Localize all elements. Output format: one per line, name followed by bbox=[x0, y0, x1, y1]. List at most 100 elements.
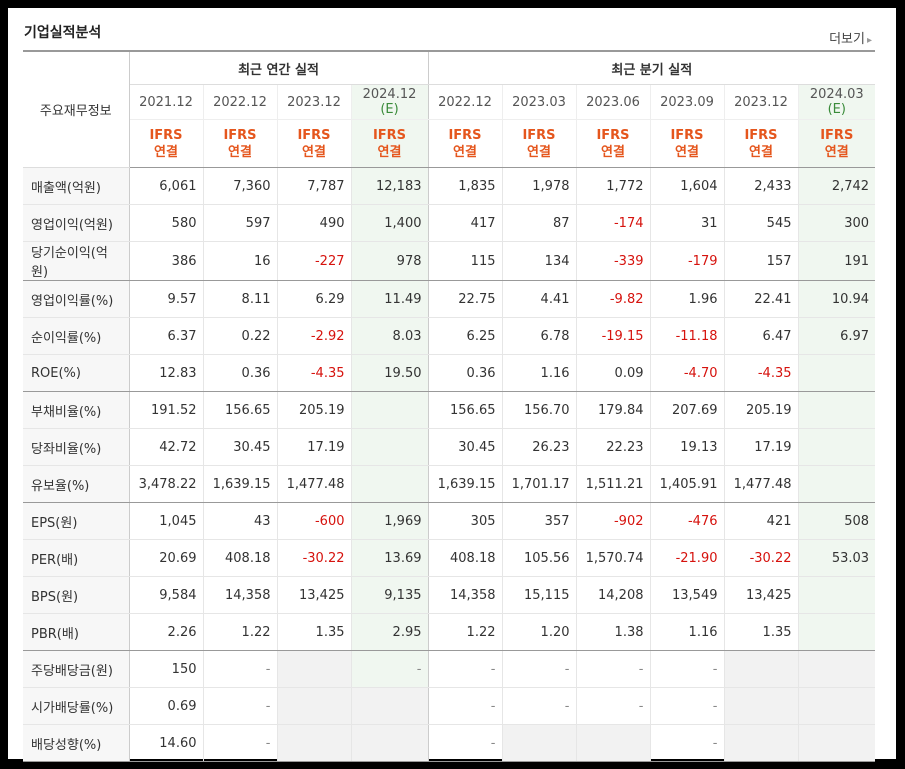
value-cell: 1,400 bbox=[350, 204, 429, 242]
row-label-header: 주요재무정보 bbox=[23, 50, 130, 168]
more-label[interactable]: 더보기 bbox=[829, 32, 865, 47]
value-cell: - bbox=[202, 687, 277, 725]
table-row: 유보율(%) 3,478.22 1,639.15 1,477.48 1,639.15 1,… bbox=[23, 465, 876, 503]
value-cell: 26.23 bbox=[501, 428, 576, 466]
value-cell: 2,433 bbox=[723, 167, 798, 205]
basis-header: IFRS 연결 bbox=[276, 119, 351, 168]
value-cell: 205.19 bbox=[723, 391, 798, 429]
basis-label: 연결 bbox=[824, 144, 849, 160]
table-row: 영업이익(억원) 580 597 490 1,400 417 87 -174 31 545 300 bbox=[23, 204, 876, 242]
value-cell: 7,360 bbox=[202, 167, 277, 205]
value-cell: - bbox=[649, 687, 724, 725]
financial-table: 주요재무정보 최근 연간 실적 최근 분기 실적 2021.12 2022.12 2… bbox=[23, 50, 876, 762]
value-cell: 156.65 bbox=[427, 391, 502, 429]
basis-label: 연결 bbox=[154, 144, 178, 160]
value-cell: 1,701.17 bbox=[501, 465, 576, 503]
value-cell: 150 bbox=[128, 650, 203, 688]
value-cell: 9,584 bbox=[128, 576, 203, 614]
value-cell bbox=[350, 687, 429, 725]
value-cell: 1.35 bbox=[723, 613, 798, 651]
row-label: ROE(%) bbox=[23, 354, 130, 392]
period-header: 2023.12 bbox=[723, 84, 798, 120]
value-cell: - bbox=[427, 650, 502, 688]
value-cell: 0.69 bbox=[128, 687, 203, 725]
value-cell: 6.25 bbox=[427, 317, 502, 355]
table-row: 당기순이익(억원) 386 16 -227 978 115 134 -339 -179 157 19… bbox=[23, 241, 876, 281]
value-cell: 3,478.22 bbox=[128, 465, 203, 503]
value-cell: - bbox=[427, 724, 502, 762]
row-label: 영업이익(억원) bbox=[23, 204, 130, 242]
basis-label: 연결 bbox=[302, 144, 326, 160]
table-row: PBR(배) 2.26 1.22 1.35 2.95 1.22 1.20 1.38 1.16 1.… bbox=[23, 613, 876, 651]
value-cell: 490 bbox=[276, 204, 351, 242]
value-cell: 22.23 bbox=[575, 428, 650, 466]
row-label: 당기순이익(억원) bbox=[23, 241, 130, 281]
value-cell: 508 bbox=[797, 502, 876, 540]
basis-header: IFRS 연결 bbox=[350, 119, 429, 168]
value-cell: -4.35 bbox=[276, 354, 351, 392]
value-cell: 22.41 bbox=[723, 280, 798, 318]
value-cell bbox=[797, 724, 876, 762]
table-row: 부채비율(%) 191.52 156.65 205.19 156.65 156.70 179… bbox=[23, 391, 876, 429]
value-cell bbox=[723, 724, 798, 762]
value-cell: 31 bbox=[649, 204, 724, 242]
value-cell: 14.60 bbox=[128, 724, 203, 762]
value-cell: 408.18 bbox=[427, 539, 502, 577]
value-cell: 6.37 bbox=[128, 317, 203, 355]
value-cell: -30.22 bbox=[276, 539, 351, 577]
value-cell: 156.65 bbox=[202, 391, 277, 429]
value-cell: 4.41 bbox=[501, 280, 576, 318]
value-cell: -4.35 bbox=[723, 354, 798, 392]
value-cell bbox=[575, 724, 650, 762]
value-cell: 156.70 bbox=[501, 391, 576, 429]
basis-label: 연결 bbox=[377, 144, 402, 160]
value-cell bbox=[797, 576, 876, 614]
value-cell: 0.36 bbox=[427, 354, 502, 392]
value-cell: 1,045 bbox=[128, 502, 203, 540]
value-cell bbox=[797, 613, 876, 651]
value-cell: 8.03 bbox=[350, 317, 429, 355]
value-cell: 87 bbox=[501, 204, 576, 242]
table-row: EPS(원) 1,045 43 -600 1,969 305 357 -902 -476 421 5… bbox=[23, 502, 876, 540]
value-cell: 207.69 bbox=[649, 391, 724, 429]
row-label: PER(배) bbox=[23, 539, 130, 577]
value-cell: 0.09 bbox=[575, 354, 650, 392]
period-header: 2023.09 bbox=[649, 84, 724, 120]
value-cell: 53.03 bbox=[797, 539, 876, 577]
table-row: 시가배당률(%) 0.69- - - - - bbox=[23, 687, 876, 725]
value-cell: 1,570.74 bbox=[575, 539, 650, 577]
value-cell bbox=[723, 650, 798, 688]
value-cell: -30.22 bbox=[723, 539, 798, 577]
standard-label: IFRS bbox=[448, 127, 482, 143]
value-cell: 8.11 bbox=[202, 280, 277, 318]
period-header: 2021.12 bbox=[128, 84, 203, 120]
value-cell: 17.19 bbox=[276, 428, 351, 466]
value-cell: 6.47 bbox=[723, 317, 798, 355]
value-cell: 1.20 bbox=[501, 613, 576, 651]
table-row: 주당배당금(원) 150- - - - - - bbox=[23, 650, 876, 688]
value-cell: 13.69 bbox=[350, 539, 429, 577]
value-cell: 1,639.15 bbox=[202, 465, 277, 503]
value-cell: 1,978 bbox=[501, 167, 576, 205]
more-link[interactable]: 더보기 ▸ bbox=[829, 28, 872, 47]
row-label: EPS(원) bbox=[23, 502, 130, 540]
table-row: 배당성향(%) 14.60- - - bbox=[23, 724, 876, 762]
value-cell: 6.29 bbox=[276, 280, 351, 318]
value-cell: -476 bbox=[649, 502, 724, 540]
value-cell: - bbox=[575, 687, 650, 725]
basis-header: IFRS 연결 bbox=[797, 119, 876, 168]
value-cell: 417 bbox=[427, 204, 502, 242]
value-cell: 157 bbox=[723, 241, 798, 281]
value-cell bbox=[276, 724, 351, 762]
value-cell: 30.45 bbox=[202, 428, 277, 466]
value-cell: - bbox=[649, 650, 724, 688]
period-header: 2022.12 bbox=[202, 84, 277, 120]
basis-label: 연결 bbox=[675, 144, 699, 160]
basis-header: IFRS 연결 bbox=[128, 119, 203, 168]
value-cell: 1,405.91 bbox=[649, 465, 724, 503]
table-row: 영업이익률(%) 9.57 8.11 6.29 11.49 22.75 4.41 -9.82 1… bbox=[23, 280, 876, 318]
value-cell bbox=[350, 724, 429, 762]
value-cell: 13,425 bbox=[723, 576, 798, 614]
value-cell: 1,969 bbox=[350, 502, 429, 540]
value-cell: 1,835 bbox=[427, 167, 502, 205]
